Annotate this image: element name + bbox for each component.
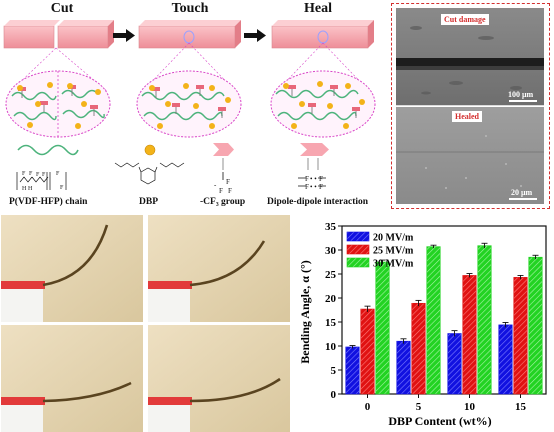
legend-entry-2: 30 MV/m xyxy=(373,259,414,270)
svg-text:F: F xyxy=(29,171,33,177)
svg-text:F: F xyxy=(42,172,46,178)
legend-swatch-0 xyxy=(346,231,370,242)
svg-text:F: F xyxy=(305,183,309,191)
dbp-sphere-icon xyxy=(144,144,156,156)
svg-text:H: H xyxy=(28,186,33,192)
bending-photo-1 xyxy=(1,215,143,322)
x-axis-title: DBP Content (wt%) xyxy=(388,414,491,428)
zoom-circle-heal xyxy=(270,70,376,138)
y-tick-label-5: 25 xyxy=(325,269,337,281)
zoom-circle-cut xyxy=(5,70,111,138)
sem-top-scale: 100 μm xyxy=(508,90,534,99)
svg-text:F: F xyxy=(36,172,40,178)
bar-0-3 xyxy=(498,324,513,395)
bar-1-3 xyxy=(513,277,528,395)
bar-1-1 xyxy=(411,302,426,395)
arrow-right-icon-2 xyxy=(244,29,266,42)
bar-2-0 xyxy=(375,261,390,395)
cf3-structure: - FF F xyxy=(214,172,232,195)
svg-text:• •: • • xyxy=(310,175,317,183)
legend-entry-0: 20 MV/m xyxy=(373,233,414,244)
zoom-circle-touch xyxy=(136,70,242,138)
chain-wave-icon xyxy=(17,144,79,156)
arrow-right-icon xyxy=(113,29,135,42)
cf3-group-icon xyxy=(213,143,234,170)
bending-angle-chart: Bending Angle, α (°) DBP Content (wt%) 0… xyxy=(298,221,547,428)
y-axis-title: Bending Angle, α (°) xyxy=(298,260,312,364)
healing-schematic: FF FF HH FF - FF F F • • F F • • F xyxy=(3,20,376,195)
legend-dbp-label: DBP xyxy=(139,197,158,207)
touch-film xyxy=(138,20,241,49)
bending-photo-3 xyxy=(1,325,143,432)
legend-dipole-label: Dipole-dipole interaction xyxy=(267,197,369,207)
bar-2-3 xyxy=(528,256,543,395)
svg-text:F: F xyxy=(319,183,323,191)
svg-text:F: F xyxy=(219,187,223,195)
svg-text:F: F xyxy=(226,178,230,186)
y-tick-label-2: 10 xyxy=(325,341,337,353)
heal-film xyxy=(271,20,374,49)
bending-photo-4 xyxy=(148,325,290,432)
bending-photo-2 xyxy=(148,215,290,322)
svg-text:F: F xyxy=(228,187,232,195)
svg-text:F: F xyxy=(56,171,60,177)
x-tick-label-1: 5 xyxy=(416,401,422,413)
svg-text:-: - xyxy=(214,181,217,189)
svg-text:F: F xyxy=(319,175,323,183)
stage-title-heal: Heal xyxy=(304,1,332,16)
y-tick-label-6: 30 xyxy=(325,245,337,257)
legend-cf3-label: -CF₃ group xyxy=(200,197,246,207)
svg-text:F: F xyxy=(22,171,26,177)
sem-top-label: Cut damage xyxy=(441,14,489,25)
x-tick-label-3: 15 xyxy=(515,401,527,413)
svg-text:H: H xyxy=(22,186,27,192)
cut-film-left xyxy=(3,20,60,49)
bar-0-2 xyxy=(447,333,462,395)
stage-title-touch: Touch xyxy=(171,1,209,16)
sem-micrographs xyxy=(396,8,544,204)
svg-text:F: F xyxy=(305,175,309,183)
x-tick-label-2: 10 xyxy=(464,401,476,413)
legend-entry-1: 25 MV/m xyxy=(373,246,414,257)
legend-chain-label: P(VDF-HFP) chain xyxy=(9,197,88,207)
y-tick-label-0: 0 xyxy=(331,389,337,401)
bar-2-1 xyxy=(426,246,441,395)
dipole-structure: F • • F F • • F xyxy=(298,175,326,191)
legend-swatch-2 xyxy=(346,257,370,268)
dbp-structure xyxy=(114,162,185,185)
stage-title-cut: Cut xyxy=(50,1,74,16)
bar-1-0 xyxy=(360,308,375,395)
y-tick-label-1: 5 xyxy=(331,365,337,377)
sem-panel: Cut damage Healed 100 μm 20 μm xyxy=(391,3,550,209)
dipole-group-icon xyxy=(300,143,329,170)
y-tick-label-4: 20 xyxy=(325,293,337,305)
legend-swatch-1 xyxy=(346,244,370,255)
cut-film-right xyxy=(57,20,114,49)
bar-2-2 xyxy=(477,245,492,395)
y-tick-label-3: 15 xyxy=(325,317,337,329)
x-tick-label-0: 0 xyxy=(365,401,371,413)
sem-bottom-label: Healed xyxy=(452,111,482,122)
y-tick-label-7: 35 xyxy=(325,221,337,233)
bar-0-1 xyxy=(396,340,411,395)
svg-text:F: F xyxy=(60,185,64,191)
bar-0-0 xyxy=(345,346,360,395)
sem-bottom-scale: 20 μm xyxy=(511,188,533,197)
bar-1-2 xyxy=(462,275,477,395)
svg-text:• •: • • xyxy=(310,183,317,191)
